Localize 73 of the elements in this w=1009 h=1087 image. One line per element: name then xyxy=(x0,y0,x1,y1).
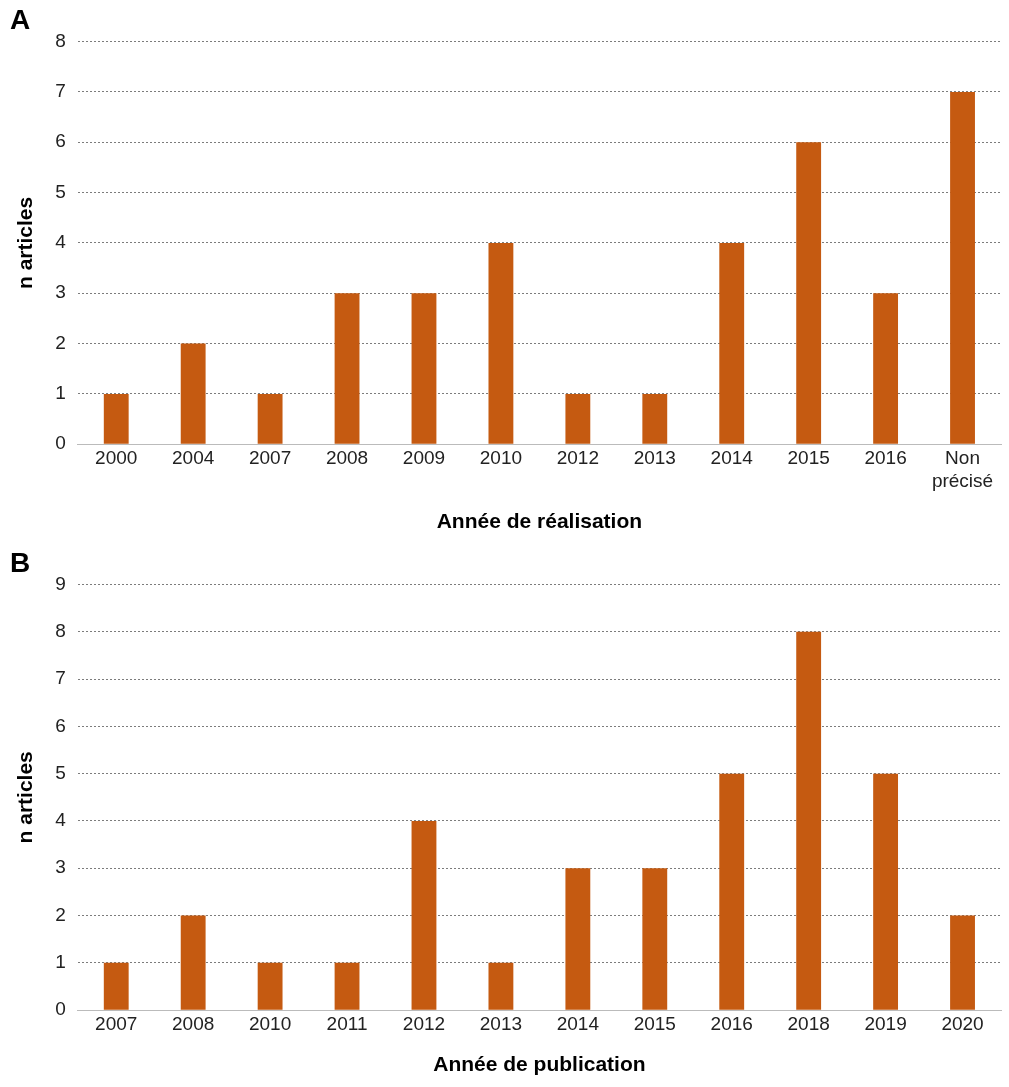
x-tick-label: 2012 xyxy=(402,1012,446,1034)
x-tick-label: 2016 xyxy=(864,446,907,468)
bar xyxy=(488,242,514,444)
x-tick-label: 2012 xyxy=(556,446,599,468)
x-tick-label: 2013 xyxy=(633,446,676,468)
x-tick-label: 2013 xyxy=(479,1012,523,1034)
x-tick-label: 2010 xyxy=(479,446,523,468)
x-tick-label: 2007 xyxy=(248,446,292,468)
y-tick-label: 1 xyxy=(55,382,66,404)
bar xyxy=(719,773,745,1010)
x-tick-label: 2019 xyxy=(864,1012,907,1034)
bar xyxy=(950,91,975,444)
y-tick-label: 3 xyxy=(55,856,66,878)
bar xyxy=(257,393,283,444)
bar xyxy=(103,962,129,1010)
y-tick-label: 9 xyxy=(55,572,66,594)
bar xyxy=(873,773,899,1010)
x-tick-label: 2008 xyxy=(172,1012,215,1034)
x-tick-label: 2015 xyxy=(787,446,830,468)
y-tick-label: 0 xyxy=(55,432,66,454)
x-tick-label: 2014 xyxy=(556,1012,600,1034)
bar xyxy=(488,962,514,1010)
bar xyxy=(334,293,360,444)
bar xyxy=(257,962,283,1010)
bar xyxy=(411,293,437,444)
y-tick-label: 1 xyxy=(55,950,66,972)
bar xyxy=(950,915,975,1010)
x-axis-title: Année de publication xyxy=(433,1052,646,1076)
x-tick-label: Non précisé xyxy=(931,446,994,491)
bar xyxy=(796,142,822,444)
x-tick-label: 2009 xyxy=(402,446,446,468)
bar xyxy=(719,242,745,444)
y-tick-label: 8 xyxy=(55,29,66,51)
x-tick-label: 2010 xyxy=(248,1012,292,1034)
bar xyxy=(411,820,437,1010)
y-tick-label: 3 xyxy=(55,281,66,303)
bar xyxy=(180,343,206,444)
x-axis-title: Année de réalisation xyxy=(436,509,643,533)
y-tick-label: 5 xyxy=(55,180,66,202)
x-tick-label: 2018 xyxy=(787,1012,830,1034)
x-tick-label: 2007 xyxy=(95,1012,138,1034)
y-tick-label: 7 xyxy=(55,667,66,689)
x-tick-label: 2011 xyxy=(326,1012,368,1034)
x-tick-label: 2008 xyxy=(325,446,369,468)
bar xyxy=(334,962,360,1010)
y-axis-title: n articles xyxy=(13,196,37,290)
y-axis-title: n articles xyxy=(13,751,37,844)
x-tick-label: 2014 xyxy=(710,446,754,468)
bar xyxy=(180,915,206,1010)
y-tick-label: 5 xyxy=(55,761,66,783)
bar xyxy=(565,868,591,1010)
y-tick-label: 8 xyxy=(55,620,66,642)
y-tick-label: 7 xyxy=(55,80,66,102)
bar xyxy=(873,293,899,444)
y-tick-label: 4 xyxy=(55,231,67,253)
x-tick-label: 2000 xyxy=(95,446,138,468)
x-tick-label: 2016 xyxy=(710,1012,753,1034)
x-tick-label: 2020 xyxy=(941,1012,984,1034)
x-tick-label: 2004 xyxy=(172,446,215,468)
chart-title: B xyxy=(10,546,31,578)
bar xyxy=(565,393,591,444)
bar xyxy=(642,868,668,1010)
bar xyxy=(642,393,668,444)
y-tick-label: 6 xyxy=(55,714,66,736)
y-tick-label: 0 xyxy=(55,998,66,1020)
y-tick-label: 2 xyxy=(55,331,66,353)
bar xyxy=(103,393,129,444)
x-tick-label: 2015 xyxy=(633,1012,676,1034)
y-tick-label: 4 xyxy=(55,809,67,831)
y-tick-label: 2 xyxy=(55,903,66,925)
bar xyxy=(796,631,822,1010)
chart-title: A xyxy=(10,3,31,35)
y-tick-label: 6 xyxy=(55,130,66,152)
